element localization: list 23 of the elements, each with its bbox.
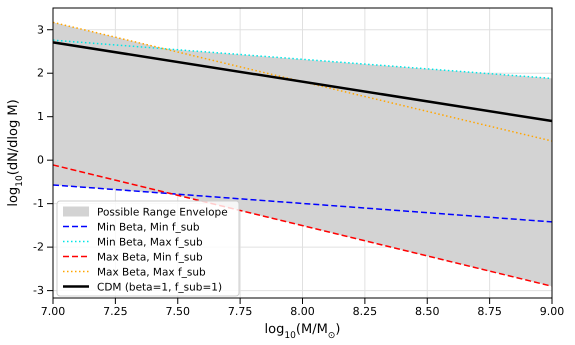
x-axis-title: log$_{10}$(M/M$_{⊙}$) bbox=[264, 322, 340, 341]
y-tick-label: 2 bbox=[37, 66, 44, 80]
y-tick-label: 0 bbox=[37, 154, 44, 167]
legend-label: Max Beta, Min f_sub bbox=[97, 252, 203, 264]
x-tick-label: 8.75 bbox=[477, 304, 502, 318]
y-tick-label: -2 bbox=[33, 240, 44, 254]
y-tick-label: 1 bbox=[37, 110, 44, 124]
y-tick-label: 3 bbox=[37, 23, 44, 36]
legend-label: Min Beta, Max f_sub bbox=[97, 236, 203, 248]
x-tick-label: 8.00 bbox=[290, 304, 315, 318]
legend-label: CDM (beta=1, f_sub=1) bbox=[97, 282, 222, 294]
x-tick-label: 9.00 bbox=[540, 304, 564, 318]
x-tick-label: 7.25 bbox=[103, 304, 128, 318]
x-tick-label: 7.00 bbox=[40, 304, 66, 318]
y-tick-label: -3 bbox=[33, 284, 44, 298]
legend-label: Max Beta, Max f_sub bbox=[97, 266, 206, 278]
y-tick-label: -1 bbox=[33, 197, 44, 210]
x-tick-label: 7.50 bbox=[166, 304, 190, 318]
legend-label: Min Beta, Min f_sub bbox=[97, 222, 200, 234]
legend-label: Possible Range Envelope bbox=[97, 206, 228, 218]
x-tick-label: 8.25 bbox=[352, 304, 378, 318]
x-tick-label: 7.75 bbox=[228, 304, 252, 318]
x-tick-label: 8.50 bbox=[415, 304, 440, 318]
